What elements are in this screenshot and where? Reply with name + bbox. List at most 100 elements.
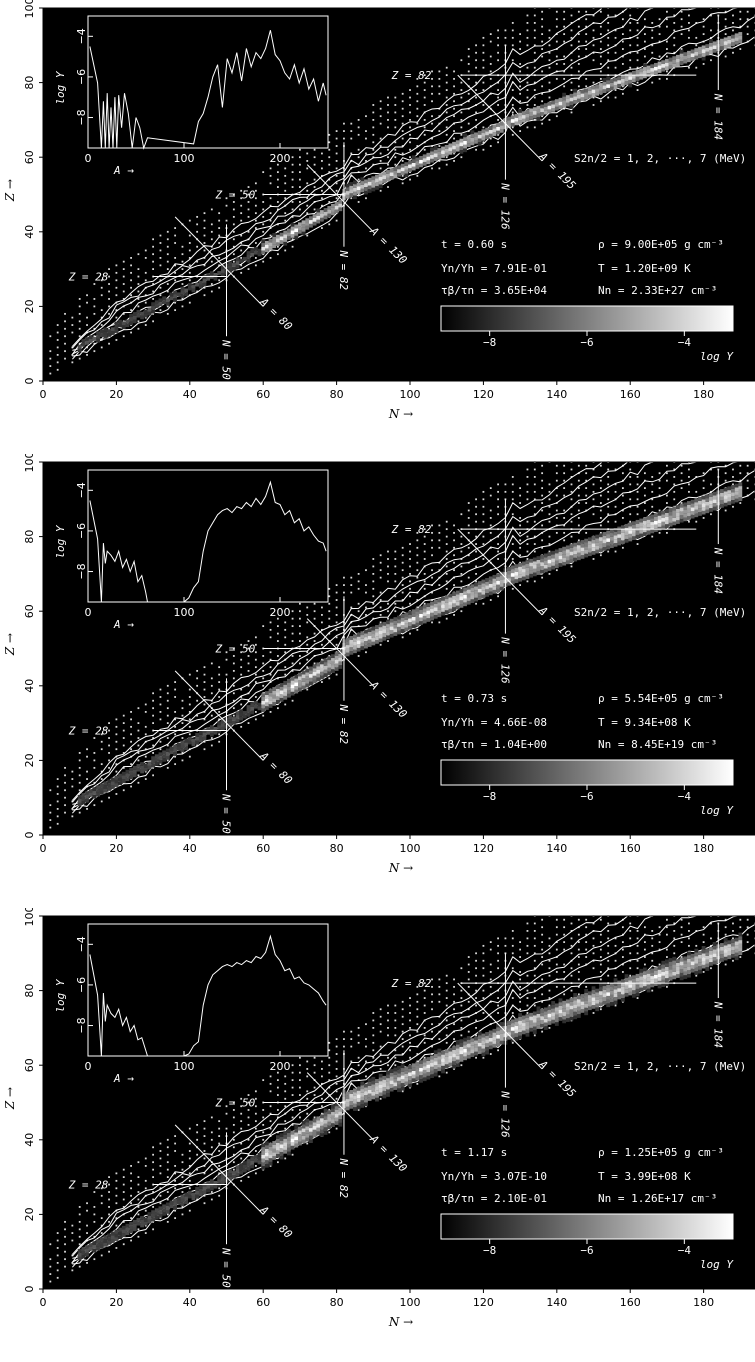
nuclide-dot	[159, 688, 162, 691]
abundance-cell	[628, 526, 633, 531]
abundance-cell	[246, 1162, 251, 1167]
abundance-cell	[613, 531, 618, 536]
nuclide-dot	[710, 937, 712, 940]
abundance-cell	[404, 612, 409, 617]
abundance-cell	[661, 510, 666, 515]
nuclide-dot	[453, 561, 455, 564]
abundance-cell	[378, 1088, 383, 1093]
nuclide-dot	[445, 156, 448, 159]
nuclide-dot	[379, 1023, 382, 1026]
abundance-cell	[709, 496, 713, 501]
abundance-cell	[543, 568, 548, 573]
nuclide-dot	[482, 535, 485, 538]
abundance-cell	[107, 1233, 111, 1238]
nuclide-dot	[108, 290, 110, 293]
abundance-cell	[92, 1241, 97, 1246]
nuclide-dot	[401, 130, 404, 132]
abundance-cell	[375, 632, 379, 637]
nuclide-dot	[497, 513, 499, 516]
nuclide-dot	[666, 472, 668, 475]
nuclide-dot	[387, 558, 389, 560]
abundance-cell	[349, 639, 354, 644]
abundance-cell	[492, 578, 497, 583]
abundance-cell	[690, 514, 695, 519]
abundance-cell	[452, 592, 456, 596]
nuclide-dot	[533, 580, 536, 583]
nuclide-dot	[445, 1012, 448, 1014]
inset-ytick-label: −6	[75, 69, 88, 85]
nuclide-dot	[563, 517, 566, 519]
abundance-cell	[459, 592, 464, 597]
nuclide-dot	[276, 1071, 279, 1074]
nuclide-dot	[746, 25, 749, 28]
abundance-cell	[110, 785, 115, 789]
nuclide-dot	[122, 268, 125, 270]
nuclide-dot	[269, 204, 272, 207]
abundance-cell	[712, 41, 717, 46]
nuclide-dot	[666, 55, 668, 58]
abundance-cell	[129, 1229, 133, 1234]
abundance-cell	[426, 603, 431, 607]
abundance-cell	[206, 727, 211, 731]
nuclide-dot	[702, 18, 705, 21]
nuclide-dot	[629, 14, 632, 17]
abundance-cell	[294, 678, 299, 683]
nuclide-dot	[563, 941, 566, 944]
abundance-cell	[694, 55, 699, 60]
abundance-cell	[709, 507, 713, 512]
abundance-cell	[411, 616, 416, 621]
abundance-cell	[400, 628, 405, 633]
nuclide-dot	[658, 77, 661, 80]
nuclide-dot	[526, 550, 529, 553]
abundance-cell	[393, 1071, 398, 1076]
colorbar-tick-label: −6	[580, 790, 593, 803]
abundance-cell	[140, 765, 144, 770]
nuclide-dot	[122, 1176, 125, 1178]
nuclide-dot	[152, 298, 155, 300]
nuclide-dot	[232, 662, 235, 665]
abundance-cell	[375, 639, 379, 644]
n50-label: N = 50	[220, 339, 233, 380]
abundance-cell	[397, 1069, 401, 1074]
abundance-cell	[481, 129, 486, 134]
nuclide-dot	[328, 1056, 331, 1059]
inset-xlabel: A →	[113, 164, 134, 177]
nuclide-dot	[394, 1064, 397, 1067]
nuclide-dot	[262, 669, 265, 672]
nuclide-dot	[335, 152, 338, 155]
nuclide-dot	[577, 971, 580, 973]
nuclide-dot	[357, 602, 360, 605]
abundance-cell	[334, 663, 339, 668]
nuclide-dot	[306, 234, 309, 237]
y-tick-label: 100	[23, 454, 36, 473]
abundance-cell	[268, 689, 273, 693]
nuclide-dot	[526, 558, 529, 560]
a80-line	[174, 216, 264, 307]
nuclide-dot	[548, 66, 551, 69]
abundance-cell	[165, 301, 170, 306]
nuclide-dot	[570, 944, 573, 947]
inset-xtick-label: 0	[85, 606, 92, 619]
nuclide-dot	[122, 312, 125, 315]
nuclide-dot	[680, 956, 683, 958]
nuclide-dot	[350, 1060, 353, 1063]
nuclide-dot	[247, 230, 250, 233]
nuclide-dot	[519, 941, 522, 944]
nuclide-dot	[651, 81, 654, 84]
abundance-cell	[723, 41, 728, 45]
abundance-cell	[437, 613, 442, 618]
nuclide-dot	[489, 1000, 492, 1003]
abundance-cell	[510, 565, 515, 570]
nuclide-dot	[621, 18, 624, 21]
x-tick-label: 40	[183, 842, 197, 855]
nuclide-dot	[445, 989, 448, 992]
nuclide-dot	[394, 1034, 397, 1037]
nuclide-dot	[533, 498, 536, 501]
abundance-cell	[422, 604, 427, 609]
nuclide-dot	[122, 789, 125, 792]
abundance-cell	[176, 742, 181, 747]
abundance-cell	[275, 242, 280, 247]
nuclide-dot	[489, 70, 492, 73]
nuclide-dot	[365, 591, 367, 594]
nuclide-dot	[746, 918, 749, 921]
